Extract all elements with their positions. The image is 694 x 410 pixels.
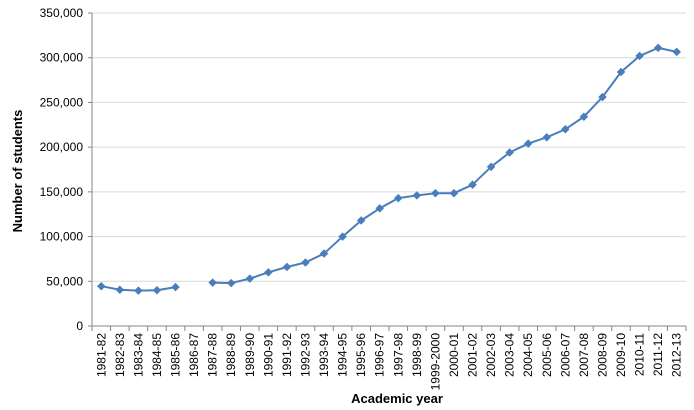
x-tick-label: 2012-13	[670, 333, 684, 377]
data-point-marker	[208, 278, 218, 287]
y-tick-label: 0	[76, 319, 83, 333]
series-line	[101, 46, 677, 292]
y-tick-labels: 0 50,000 100,000 150,000 200,000 250,000 300,0…	[40, 6, 84, 333]
x-tick-label: 1996-97	[373, 333, 387, 377]
y-tick-label: 300,000	[40, 51, 84, 65]
x-tick-label: 1991-92	[280, 333, 294, 377]
y-tick-label: 100,000	[40, 230, 84, 244]
data-point-marker	[653, 43, 663, 53]
x-tick-labels: 1981-82 1982-83 1983-84 1984-85 1985-86 1986-…	[94, 333, 683, 391]
data-point-marker	[393, 193, 403, 203]
x-tick-label: 1981-82	[94, 333, 108, 377]
x-tick-label: 2010-11	[633, 333, 647, 376]
data-point-marker	[431, 188, 440, 198]
x-tick-label: 1989-90	[243, 333, 257, 377]
data-point-marker	[152, 285, 162, 295]
data-point-marker	[486, 162, 496, 172]
data-point-marker	[523, 139, 533, 148]
x-tick-label: 2007-08	[577, 333, 591, 377]
x-tick-label: 1998-99	[410, 333, 424, 377]
data-point-marker	[560, 124, 570, 134]
data-point-marker	[579, 112, 589, 122]
data-point-marker	[375, 204, 385, 213]
x-tick-label: 2003-04	[503, 333, 517, 377]
data-point-marker	[412, 191, 422, 200]
x-tick-label: 2009-10	[614, 333, 628, 377]
x-tick-label: 2006-07	[558, 333, 572, 377]
data-point-marker	[616, 67, 626, 77]
x-tick-label: 1982-83	[113, 333, 127, 377]
x-tick-label: 2002-03	[484, 333, 498, 377]
x-tick-label: 2005-06	[540, 333, 554, 377]
data-point-marker	[171, 282, 180, 292]
data-point-marker	[282, 262, 292, 272]
x-tick-label: 1999-2000	[428, 333, 442, 391]
x-tick-label: 1986-87	[187, 333, 201, 377]
x-tick-label: 1988-89	[224, 333, 238, 377]
x-tick-label: 2004-05	[521, 333, 535, 377]
x-tick-label: 1995-96	[354, 333, 368, 377]
x-tick-label: 2001-02	[466, 333, 480, 377]
data-point-marker	[245, 274, 255, 283]
x-tick-label: 1990-91	[261, 333, 275, 377]
x-tick-label: 1983-84	[131, 333, 145, 377]
data-point-marker	[115, 285, 125, 295]
x-tick-label: 2011-12	[651, 333, 665, 376]
x-axis-title: Academic year	[351, 391, 443, 406]
data-point-marker	[635, 51, 644, 61]
x-tick-label: 2000-01	[447, 333, 461, 377]
x-tick-label: 2008-09	[595, 333, 609, 377]
x-tick-label: 1993-94	[317, 333, 331, 377]
y-tick-label: 350,000	[40, 6, 84, 20]
y-tick-label: 50,000	[46, 274, 83, 288]
y-axis-title: Number of students	[10, 110, 25, 233]
data-point-marker	[356, 216, 366, 225]
y-tick-label: 200,000	[40, 140, 84, 154]
x-tick-label: 1987-88	[206, 333, 220, 377]
data-point-marker	[338, 232, 347, 241]
data-point-marker	[226, 278, 236, 288]
data-point-marker	[301, 258, 310, 267]
data-point-marker	[468, 180, 477, 190]
data-point-marker	[263, 267, 273, 277]
data-point-marker	[319, 249, 329, 258]
data-point-marker	[542, 132, 552, 142]
data-markers	[96, 43, 682, 296]
data-point-marker	[598, 92, 607, 102]
data-point-marker	[96, 281, 106, 291]
x-tick-label: 1985-86	[169, 333, 183, 377]
series-line-segment	[212, 46, 677, 285]
data-point-marker	[672, 47, 682, 57]
x-tick-label: 1997-98	[391, 333, 405, 377]
x-tick-label: 1994-95	[336, 333, 350, 377]
y-tick-label: 250,000	[40, 95, 84, 109]
data-point-marker	[505, 148, 515, 157]
data-point-marker	[134, 286, 143, 296]
x-tick-label: 1984-85	[150, 333, 164, 377]
x-tick-label: 1992-93	[298, 333, 312, 377]
data-point-marker	[449, 188, 459, 198]
y-tick-label: 150,000	[40, 185, 84, 199]
axes	[88, 12, 687, 331]
gridlines	[92, 12, 686, 282]
